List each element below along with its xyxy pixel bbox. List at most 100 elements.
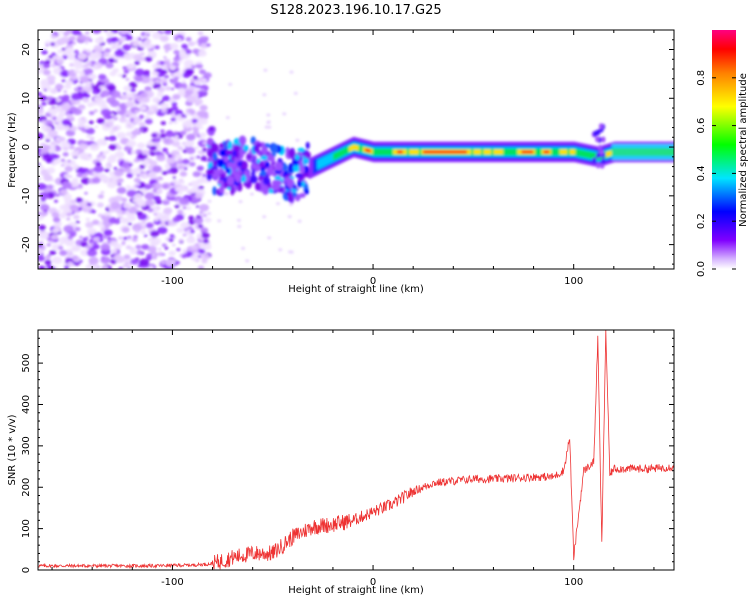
- ridge-blob: [206, 169, 214, 175]
- noise-blob: [162, 148, 168, 152]
- noise-blob: [154, 217, 159, 221]
- noise-blob: [180, 171, 187, 176]
- noise-blob: [276, 202, 280, 205]
- noise-blob: [49, 250, 56, 255]
- noise-blob: [45, 60, 51, 64]
- x-tick-label: -100: [161, 276, 184, 287]
- noise-blob: [93, 237, 100, 242]
- ridge-blob: [275, 180, 282, 186]
- noise-blob: [74, 62, 83, 69]
- noise-blob: [141, 230, 147, 234]
- noise-blob: [68, 236, 73, 240]
- noise-blob: [183, 249, 187, 252]
- noise-blob: [57, 66, 60, 68]
- ridge-blob: [304, 189, 308, 195]
- noise-blob: [166, 152, 170, 155]
- noise-blob: [127, 215, 136, 221]
- noise-blob: [65, 47, 73, 53]
- noise-blob: [117, 132, 126, 139]
- noise-blob: [54, 200, 58, 203]
- noise-blob: [97, 203, 104, 208]
- noise-blob: [182, 121, 192, 128]
- noise-blob: [194, 79, 202, 85]
- noise-blob: [145, 56, 153, 61]
- noise-blob: [166, 159, 171, 163]
- noise-blob: [139, 42, 148, 48]
- noise-blob: [159, 214, 169, 221]
- noise-blob: [289, 203, 293, 206]
- noise-blob: [82, 205, 92, 212]
- ridge-blob: [219, 143, 224, 148]
- ridge-blob: [273, 146, 278, 153]
- noise-blob: [134, 159, 139, 163]
- ridge-blob: [286, 178, 294, 188]
- noise-blob: [58, 246, 63, 250]
- noise-blob: [199, 69, 206, 74]
- noise-blob: [63, 225, 73, 232]
- noise-blob: [70, 200, 76, 205]
- noise-blob: [190, 157, 193, 159]
- noise-blob: [117, 187, 127, 194]
- noise-blob: [104, 229, 113, 236]
- noise-blob: [109, 154, 117, 160]
- noise-blob: [267, 236, 271, 239]
- colorbar-tick-label: 0.4: [696, 165, 707, 181]
- ridge-blob: [306, 142, 310, 149]
- noise-blob: [142, 220, 146, 223]
- spectrogram-xlabel: Height of straight line (km): [288, 284, 424, 295]
- ridge-segment: [574, 150, 576, 155]
- ridge-blob: [251, 171, 255, 175]
- noise-blob: [250, 193, 254, 196]
- noise-blob: [131, 130, 138, 135]
- noise-blob: [217, 219, 221, 222]
- noise-blob: [165, 50, 168, 52]
- noise-blob: [112, 126, 118, 130]
- noise-blob: [126, 140, 136, 147]
- noise-blob: [64, 208, 71, 213]
- noise-blob: [298, 220, 302, 223]
- noise-blob: [200, 133, 207, 138]
- noise-blob: [57, 34, 61, 37]
- noise-blob: [134, 37, 139, 40]
- noise-blob: [118, 236, 123, 240]
- noise-blob: [163, 138, 173, 145]
- noise-blob: [56, 98, 62, 102]
- noise-blob: [127, 236, 131, 239]
- noise-blob: [173, 177, 176, 179]
- noise-blob: [103, 235, 108, 238]
- noise-blob: [59, 29, 65, 33]
- ridge-blob: [288, 163, 292, 172]
- noise-blob: [122, 227, 130, 233]
- y-tick-label: -10: [21, 188, 32, 204]
- noise-blob: [186, 37, 192, 41]
- noise-blob: [278, 248, 282, 251]
- noise-blob: [65, 233, 69, 236]
- noise-blob: [104, 212, 109, 216]
- noise-blob: [162, 95, 170, 101]
- noise-blob: [177, 38, 181, 41]
- noise-blob: [200, 105, 208, 111]
- noise-blob: [188, 216, 194, 220]
- noise-blob: [79, 143, 88, 150]
- noise-blob: [195, 193, 203, 199]
- x-tick-label: 100: [564, 276, 583, 287]
- noise-blob: [55, 84, 63, 90]
- noise-blob: [94, 109, 98, 112]
- noise-blob: [165, 131, 174, 138]
- noise-blob: [262, 93, 266, 96]
- ridge-blob: [209, 127, 214, 132]
- noise-blob: [75, 227, 81, 231]
- noise-blob: [38, 256, 45, 261]
- noise-blob: [83, 64, 89, 68]
- noise-blob: [294, 92, 298, 95]
- noise-blob: [204, 217, 211, 222]
- noise-blob: [265, 126, 269, 129]
- noise-blob: [183, 234, 187, 237]
- noise-blob: [170, 234, 175, 237]
- noise-blob: [123, 202, 132, 208]
- noise-blob: [136, 183, 140, 186]
- noise-blob: [134, 197, 143, 204]
- noise-blob: [113, 167, 117, 170]
- y-tick-label: 0: [21, 144, 32, 150]
- noise-blob: [51, 53, 56, 56]
